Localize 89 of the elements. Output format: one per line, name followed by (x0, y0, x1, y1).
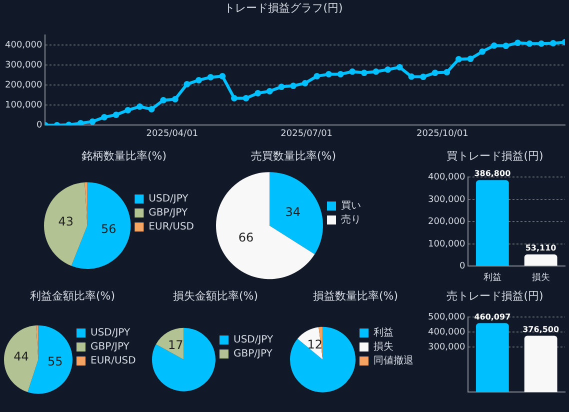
chart-title: 売トレード損益(円) (446, 289, 544, 302)
legend-label: GBP/JPY (90, 342, 130, 353)
y-tick-label: 100,000 (428, 239, 466, 250)
point (136, 103, 143, 110)
point (432, 70, 438, 76)
y-tick-label: 0 (459, 262, 466, 272)
x-tick-label: 2025/04/01 (146, 128, 198, 139)
y-tick-label: 100,000 (5, 100, 42, 111)
point (77, 120, 84, 126)
point (408, 73, 415, 80)
point (302, 80, 308, 86)
legend-label: EUR/USD (90, 356, 136, 367)
chart-title: トレード損益グラフ(円) (224, 1, 343, 14)
point (444, 69, 450, 76)
point (420, 74, 426, 80)
legend-label: 売り (341, 214, 361, 226)
point (254, 90, 262, 96)
point (490, 42, 498, 49)
y-tick-label: 300,000 (428, 194, 466, 205)
legend-label: 損失 (374, 340, 394, 353)
y-tick-label: 500,000 (428, 312, 466, 323)
data-label: 43 (58, 214, 74, 228)
point (337, 71, 344, 78)
point (160, 97, 167, 104)
legend-label: 利益 (374, 326, 394, 339)
chart-title: 損失金額比率(%) (172, 289, 258, 302)
point (396, 64, 403, 70)
y-tick-label: 400,000 (428, 172, 466, 183)
point (479, 48, 486, 55)
data-label: 66 (238, 230, 254, 245)
point (349, 68, 356, 75)
chart-title: 売買数量比率(%) (250, 149, 336, 162)
y-tick-label: 400,000 (428, 328, 466, 338)
data-label: 53,110 (525, 243, 557, 252)
chart-title: 損益数量比率(%) (312, 289, 398, 302)
legend-label: USD/JPY (90, 328, 131, 339)
point (231, 95, 238, 102)
point (372, 68, 380, 75)
point (219, 73, 226, 80)
point (172, 96, 178, 102)
y-tick-label: 200,000 (428, 217, 466, 228)
x-tick-label: 2025/10/01 (416, 128, 468, 139)
data-label: 34 (285, 204, 301, 219)
legend-label: 同値撤退 (374, 354, 414, 367)
legend-label: EUR/USD (148, 222, 194, 233)
point (124, 107, 132, 114)
data-label: 56 (100, 222, 116, 236)
chart-title: 銘柄数量比率(%) (81, 149, 167, 162)
y-tick-label: 300,000 (428, 342, 466, 353)
point (550, 40, 556, 46)
point (514, 40, 521, 46)
point (384, 66, 391, 73)
data-label: 44 (14, 350, 29, 364)
point (290, 82, 296, 89)
point (526, 40, 533, 47)
chart-title: 買トレード損益(円) (446, 149, 544, 162)
data-label: 17 (168, 338, 184, 352)
data-label: 376,500 (522, 324, 560, 334)
data-label: 55 (48, 354, 63, 368)
point (148, 106, 155, 112)
y-tick-label: 300,000 (5, 60, 42, 71)
legend-label: 買い (341, 200, 361, 212)
point (101, 114, 108, 120)
legend-label: GBP/JPY (148, 208, 188, 219)
legend-label: USD/JPY (234, 334, 274, 346)
x-tick-label: 2025/07/01 (280, 128, 333, 139)
y-tick-label: 200,000 (5, 80, 42, 91)
point (455, 56, 462, 62)
chart-title: 利益金額比率(%) (30, 289, 116, 302)
point (184, 81, 190, 88)
point (266, 88, 273, 94)
point (502, 42, 510, 49)
point (278, 84, 285, 90)
point (538, 40, 545, 47)
point (326, 71, 332, 78)
point (112, 112, 120, 118)
point (467, 56, 474, 62)
point (242, 95, 250, 102)
data-label: 460,097 (474, 312, 511, 322)
point (207, 74, 214, 80)
data-label: 386,800 (474, 169, 512, 178)
legend-label: GBP/JPY (234, 348, 274, 360)
point (314, 73, 320, 80)
y-tick-label: 0 (36, 120, 42, 131)
point (89, 118, 96, 125)
legend-label: USD/JPY (148, 194, 190, 205)
point (196, 77, 202, 84)
y-tick-label: 400,000 (5, 40, 42, 51)
point (360, 70, 368, 76)
